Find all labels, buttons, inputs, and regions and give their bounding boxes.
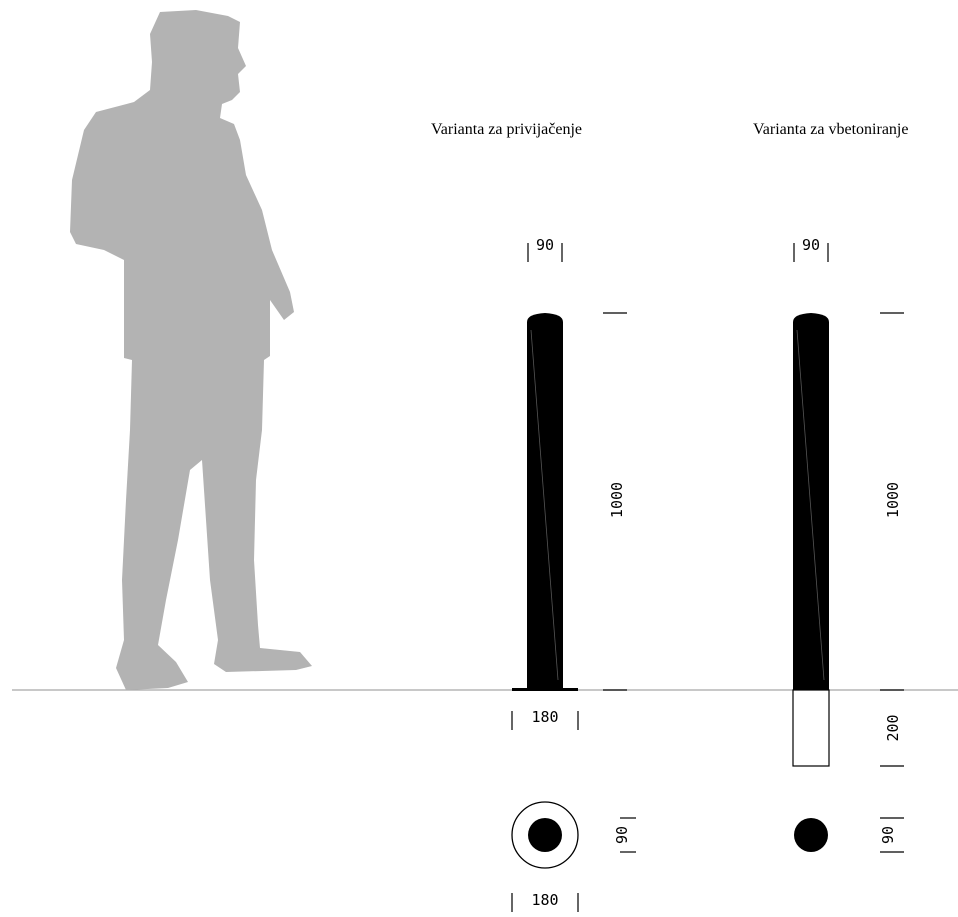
embedded-section-right [792, 689, 830, 767]
dim-top-width-left: 90 [536, 236, 554, 254]
dim-top-width-right: 90 [802, 236, 820, 254]
dim-height-right: 1000 [884, 482, 902, 518]
title-variant-concrete: Varianta za vbetoniranje [753, 121, 908, 138]
base-plate-left [512, 688, 578, 691]
dim-plan-left: 90 [613, 826, 631, 844]
plan-post-left [528, 818, 562, 852]
person-silhouette [70, 10, 312, 690]
dim-base-width-left: 180 [531, 708, 558, 726]
bollard-highlight-right [796, 329, 825, 681]
bollard-highlight-left [530, 329, 559, 681]
dim-embed-depth-right: 200 [884, 714, 902, 741]
bollard-post-right [793, 313, 829, 690]
dim-plan-outer-left: 180 [531, 891, 558, 909]
plan-base-plate-left [511, 801, 579, 869]
dim-plan-right: 90 [879, 826, 897, 844]
title-variant-screw: Varianta za privijačenje [431, 121, 582, 138]
plan-post-right [794, 818, 828, 852]
dim-height-left: 1000 [608, 482, 626, 518]
bollard-post-left [527, 313, 563, 690]
